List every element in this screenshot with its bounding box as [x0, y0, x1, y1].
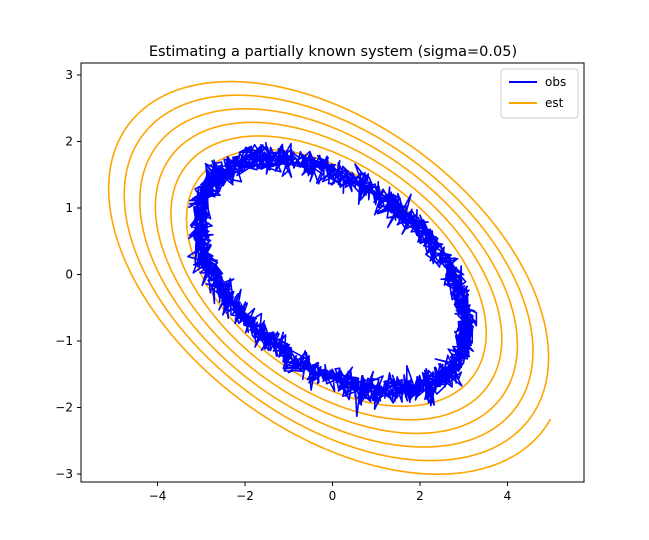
y-tick-label: −2 [55, 401, 73, 415]
axes: −4 −2 0 2 4 −3 −2 −1 0 1 2 3 [55, 62, 585, 503]
series-line-est [107, 80, 552, 475]
series-line-obs [187, 141, 478, 418]
y-tick-label: −1 [55, 334, 73, 348]
y-tick-label: 2 [65, 134, 73, 148]
x-tick-label: 2 [416, 489, 424, 503]
x-tick-label: −4 [149, 489, 167, 503]
x-tick-label: −2 [236, 489, 254, 503]
legend-label-obs: obs [545, 75, 566, 89]
y-tick-label: 0 [65, 267, 73, 281]
x-tick-label: 0 [329, 489, 337, 503]
y-tick-label: −3 [55, 467, 73, 481]
legend-label-est: est [545, 96, 564, 110]
y-tick-label: 1 [65, 201, 73, 215]
chart-title: Estimating a partially known system (sig… [149, 44, 517, 60]
plot-area [107, 80, 552, 475]
legend: obs est [500, 68, 579, 119]
y-tick-label: 3 [65, 68, 73, 82]
legend-frame [500, 68, 579, 119]
x-tick-label: 4 [504, 489, 512, 503]
axes-frame [80, 62, 585, 483]
